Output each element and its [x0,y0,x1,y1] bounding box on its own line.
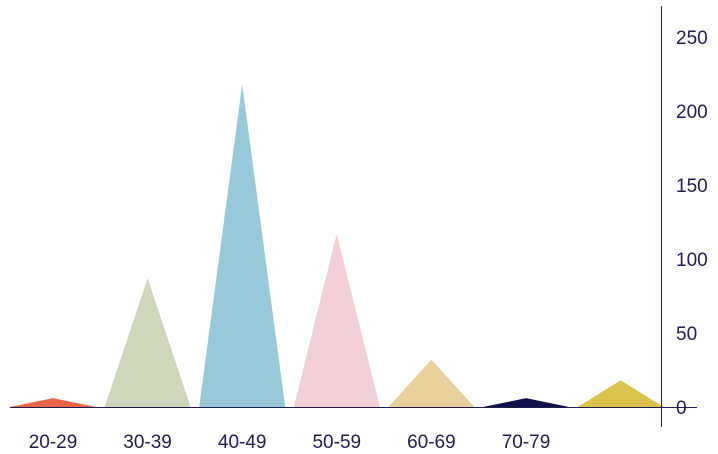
bar-triangle [10,398,96,407]
bar-triangle [104,278,191,407]
y-axis-ticks: 0 50 100 150 200 250 [676,28,708,419]
bar-triangle [293,233,380,407]
y-tick-label: 100 [676,250,708,271]
bar-triangle [577,380,664,407]
x-category-label: 50-59 [312,432,361,453]
x-category-label: 30-39 [123,432,172,453]
y-tick-label: 0 [676,398,687,419]
bar-triangle [199,84,286,408]
x-category-label: 70-79 [502,432,551,453]
x-axis-labels: 20-29 30-39 40-49 50-59 60-69 70-79 [29,432,551,453]
y-tick-label: 250 [676,28,708,49]
x-category-label: 40-49 [218,432,267,453]
y-tick-label: 150 [676,176,708,197]
y-tick-label: 50 [676,324,697,345]
bar-triangle [388,359,475,407]
x-category-label: 60-69 [407,432,456,453]
x-category-label: 20-29 [29,432,78,453]
bar-triangle [483,398,569,407]
chart-marks [10,84,664,408]
y-tick-label: 200 [676,102,708,123]
